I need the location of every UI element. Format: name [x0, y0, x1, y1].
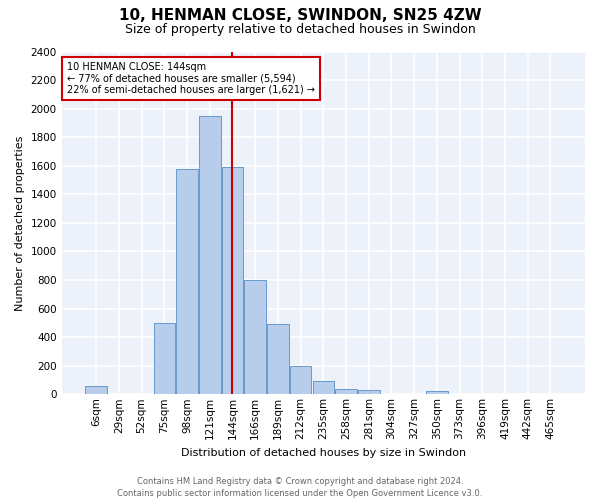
- Bar: [358, 390, 380, 394]
- Text: Contains HM Land Registry data © Crown copyright and database right 2024.
Contai: Contains HM Land Registry data © Crown c…: [118, 476, 482, 498]
- Bar: [85, 386, 107, 394]
- Bar: [244, 280, 266, 394]
- Bar: [267, 324, 289, 394]
- Text: Size of property relative to detached houses in Swindon: Size of property relative to detached ho…: [125, 22, 475, 36]
- Bar: [313, 382, 334, 394]
- Text: 10 HENMAN CLOSE: 144sqm
← 77% of detached houses are smaller (5,594)
22% of semi: 10 HENMAN CLOSE: 144sqm ← 77% of detache…: [67, 62, 315, 95]
- Bar: [154, 323, 175, 394]
- Bar: [199, 116, 221, 394]
- Bar: [426, 390, 448, 394]
- Bar: [176, 168, 198, 394]
- Bar: [335, 390, 357, 394]
- X-axis label: Distribution of detached houses by size in Swindon: Distribution of detached houses by size …: [181, 448, 466, 458]
- Bar: [222, 167, 243, 394]
- Text: 10, HENMAN CLOSE, SWINDON, SN25 4ZW: 10, HENMAN CLOSE, SWINDON, SN25 4ZW: [119, 8, 481, 22]
- Y-axis label: Number of detached properties: Number of detached properties: [15, 135, 25, 310]
- Bar: [290, 366, 311, 394]
